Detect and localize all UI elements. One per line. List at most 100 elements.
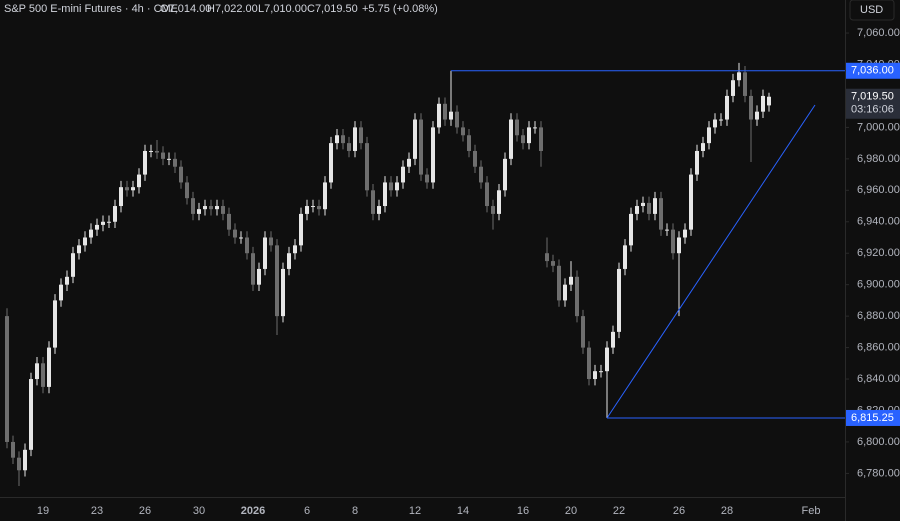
candle-body bbox=[227, 213, 231, 230]
candle-body bbox=[665, 229, 669, 231]
candle-body bbox=[191, 198, 195, 214]
candle-body bbox=[593, 371, 597, 380]
candle-body bbox=[407, 158, 411, 167]
candle-body bbox=[503, 158, 507, 191]
symbol: S&P 500 E-mini Futures · 4h · CME bbox=[4, 3, 178, 15]
candle-body bbox=[689, 174, 693, 230]
candle-body bbox=[257, 268, 261, 285]
x-tick-label: 16 bbox=[517, 505, 529, 517]
x-tick-label: Feb bbox=[802, 505, 821, 517]
candle-body bbox=[473, 150, 477, 167]
candle-body bbox=[143, 150, 147, 175]
y-tick-label: 6,840.00 bbox=[857, 373, 900, 385]
candle-body bbox=[563, 284, 567, 301]
candle-body bbox=[683, 229, 687, 238]
candle-body bbox=[305, 206, 309, 214]
candle-body bbox=[749, 95, 753, 120]
y-tick-label: 6,800.00 bbox=[857, 436, 900, 448]
candle-body bbox=[347, 143, 351, 151]
x-tick-label: 14 bbox=[457, 505, 469, 517]
candle-body bbox=[767, 96, 771, 106]
high-value: H7,022.00 bbox=[207, 3, 258, 15]
y-tick-label: 6,880.00 bbox=[857, 310, 900, 322]
candle-body bbox=[23, 449, 27, 471]
candle-body bbox=[677, 237, 681, 254]
candle-body bbox=[203, 206, 207, 210]
x-tick-label: 20 bbox=[565, 505, 577, 517]
candle-body bbox=[395, 182, 399, 191]
candle-body bbox=[263, 237, 267, 269]
candle-body bbox=[125, 187, 129, 191]
candle-body bbox=[647, 202, 651, 214]
currency[interactable]: USD bbox=[860, 4, 883, 16]
candle-body bbox=[713, 119, 717, 128]
candle-body bbox=[233, 229, 237, 238]
x-tick-label: 2026 bbox=[241, 505, 265, 517]
candle-body bbox=[107, 221, 111, 223]
candle-body bbox=[737, 72, 741, 81]
candle-body bbox=[215, 206, 219, 210]
candle-body bbox=[17, 457, 21, 471]
candle-body bbox=[5, 316, 9, 442]
y-tick-label: 6,940.00 bbox=[857, 216, 900, 228]
candle-body bbox=[35, 363, 39, 380]
last-price-bg bbox=[846, 88, 900, 119]
x-tick-label: 22 bbox=[613, 505, 625, 517]
candle-body bbox=[251, 253, 255, 285]
candle-body bbox=[485, 182, 489, 207]
candle-body bbox=[581, 316, 585, 348]
candle-body bbox=[11, 441, 15, 458]
change: +5.75 (+0.08%) bbox=[362, 3, 438, 15]
candle-body bbox=[329, 143, 333, 183]
candle-body bbox=[281, 268, 285, 317]
candle-body bbox=[119, 187, 123, 207]
candle-body bbox=[41, 363, 45, 387]
candle-body bbox=[197, 209, 201, 214]
candle-body bbox=[467, 135, 471, 151]
candle-body bbox=[437, 103, 441, 128]
candle-body bbox=[29, 379, 33, 450]
candle-body bbox=[635, 206, 639, 214]
candle-body bbox=[587, 347, 591, 380]
candle-body bbox=[443, 103, 447, 120]
candle-body bbox=[449, 111, 453, 120]
candle-body bbox=[209, 206, 213, 210]
y-tick-label: 6,980.00 bbox=[857, 153, 900, 165]
candle-body bbox=[461, 127, 465, 136]
candle-body bbox=[293, 245, 297, 254]
currency-button[interactable] bbox=[849, 0, 895, 21]
candle-body bbox=[389, 182, 393, 191]
candle-body bbox=[341, 135, 345, 144]
candle-body bbox=[275, 245, 279, 317]
candle-body bbox=[161, 152, 165, 159]
low-value: L7,010.00 bbox=[258, 3, 307, 15]
candle-body bbox=[185, 182, 189, 199]
close-value: C7,019.50 bbox=[307, 3, 358, 15]
y-tick-label: 6,960.00 bbox=[857, 184, 900, 196]
candle-body bbox=[533, 127, 537, 129]
candle-body bbox=[455, 111, 459, 128]
candle-body bbox=[371, 190, 375, 214]
candle-body bbox=[551, 261, 555, 266]
x-tick-label: 8 bbox=[352, 505, 358, 517]
candle-body bbox=[47, 347, 51, 387]
candle-body bbox=[605, 347, 609, 372]
candle-body bbox=[311, 206, 315, 208]
candle-body bbox=[287, 253, 291, 269]
x-tick-label: 26 bbox=[139, 505, 151, 517]
candle-body bbox=[179, 166, 183, 183]
candle-body bbox=[755, 111, 759, 120]
candle-body bbox=[155, 150, 159, 153]
candle-body bbox=[245, 237, 249, 254]
candle-body bbox=[653, 198, 657, 214]
trend-line bbox=[606, 104, 816, 419]
candle-body bbox=[221, 206, 225, 214]
candle-body bbox=[77, 245, 81, 254]
candle-body bbox=[599, 371, 603, 373]
y-tick-label: 7,000.00 bbox=[857, 121, 900, 133]
level-label-bg bbox=[846, 62, 900, 79]
x-tick-label: 28 bbox=[721, 505, 733, 517]
candle-body bbox=[617, 268, 621, 332]
